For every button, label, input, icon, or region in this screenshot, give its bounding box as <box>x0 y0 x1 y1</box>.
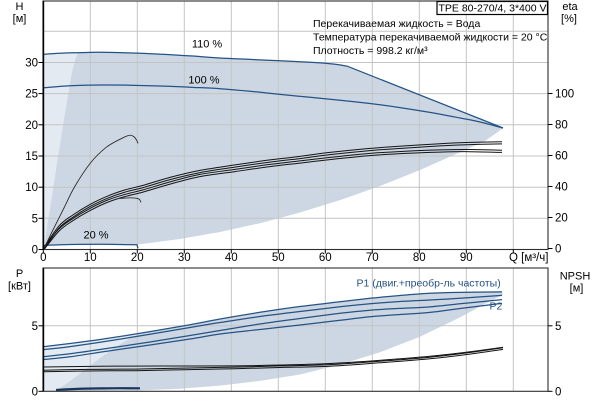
svg-text:P1 (двиг.+преобр-ль частоты): P1 (двиг.+преобр-ль частоты) <box>357 278 501 290</box>
svg-text:0: 0 <box>40 252 46 264</box>
svg-text:[м]: [м] <box>570 283 584 295</box>
svg-text:20: 20 <box>131 252 144 264</box>
svg-text:40: 40 <box>555 182 568 194</box>
svg-text:100: 100 <box>555 89 574 101</box>
svg-text:80: 80 <box>555 120 568 132</box>
svg-text:eta: eta <box>562 1 578 13</box>
svg-text:P2: P2 <box>490 301 503 313</box>
svg-text:20: 20 <box>555 213 568 225</box>
svg-text:10: 10 <box>84 252 97 264</box>
svg-text:80: 80 <box>413 252 426 264</box>
svg-text:70: 70 <box>366 252 379 264</box>
svg-text:100 %: 100 % <box>188 75 219 87</box>
svg-text:20 %: 20 % <box>83 230 108 242</box>
svg-text:Q [м³/ч]: Q [м³/ч] <box>509 252 548 264</box>
svg-text:60: 60 <box>319 252 332 264</box>
svg-text:Перекачиваемая жидкость = Вода: Перекачиваемая жидкость = Вода <box>313 18 480 30</box>
svg-text:90: 90 <box>460 252 473 264</box>
svg-text:30: 30 <box>25 58 38 70</box>
svg-text:15: 15 <box>25 151 38 163</box>
svg-text:60: 60 <box>555 151 568 163</box>
svg-text:25: 25 <box>25 89 38 101</box>
svg-text:30: 30 <box>178 252 191 264</box>
svg-text:0: 0 <box>32 245 38 257</box>
svg-text:Плотность = 998.2 кг/м³: Плотность = 998.2 кг/м³ <box>313 45 428 57</box>
svg-text:0: 0 <box>32 386 38 398</box>
svg-text:0: 0 <box>555 244 561 256</box>
svg-text:5: 5 <box>32 321 38 333</box>
svg-text:NPSH: NPSH <box>560 271 591 283</box>
svg-text:[м]: [м] <box>13 13 27 25</box>
svg-text:10: 10 <box>25 182 38 194</box>
svg-text:5: 5 <box>32 213 38 225</box>
svg-text:TPE 80-270/4, 3*400 V: TPE 80-270/4, 3*400 V <box>439 3 547 15</box>
svg-text:0: 0 <box>555 386 561 398</box>
svg-text:H: H <box>16 1 24 13</box>
svg-text:5: 5 <box>555 321 561 333</box>
svg-text:Температура перекачиваемой жид: Температура перекачиваемой жидкости = 20… <box>313 32 548 44</box>
svg-text:20: 20 <box>25 120 38 132</box>
svg-text:[кВт]: [кВт] <box>8 281 31 293</box>
svg-text:110 %: 110 % <box>192 39 223 51</box>
svg-text:P: P <box>16 268 23 280</box>
svg-text:50: 50 <box>272 252 285 264</box>
svg-text:[%]: [%] <box>561 13 577 25</box>
svg-text:40: 40 <box>225 252 238 264</box>
